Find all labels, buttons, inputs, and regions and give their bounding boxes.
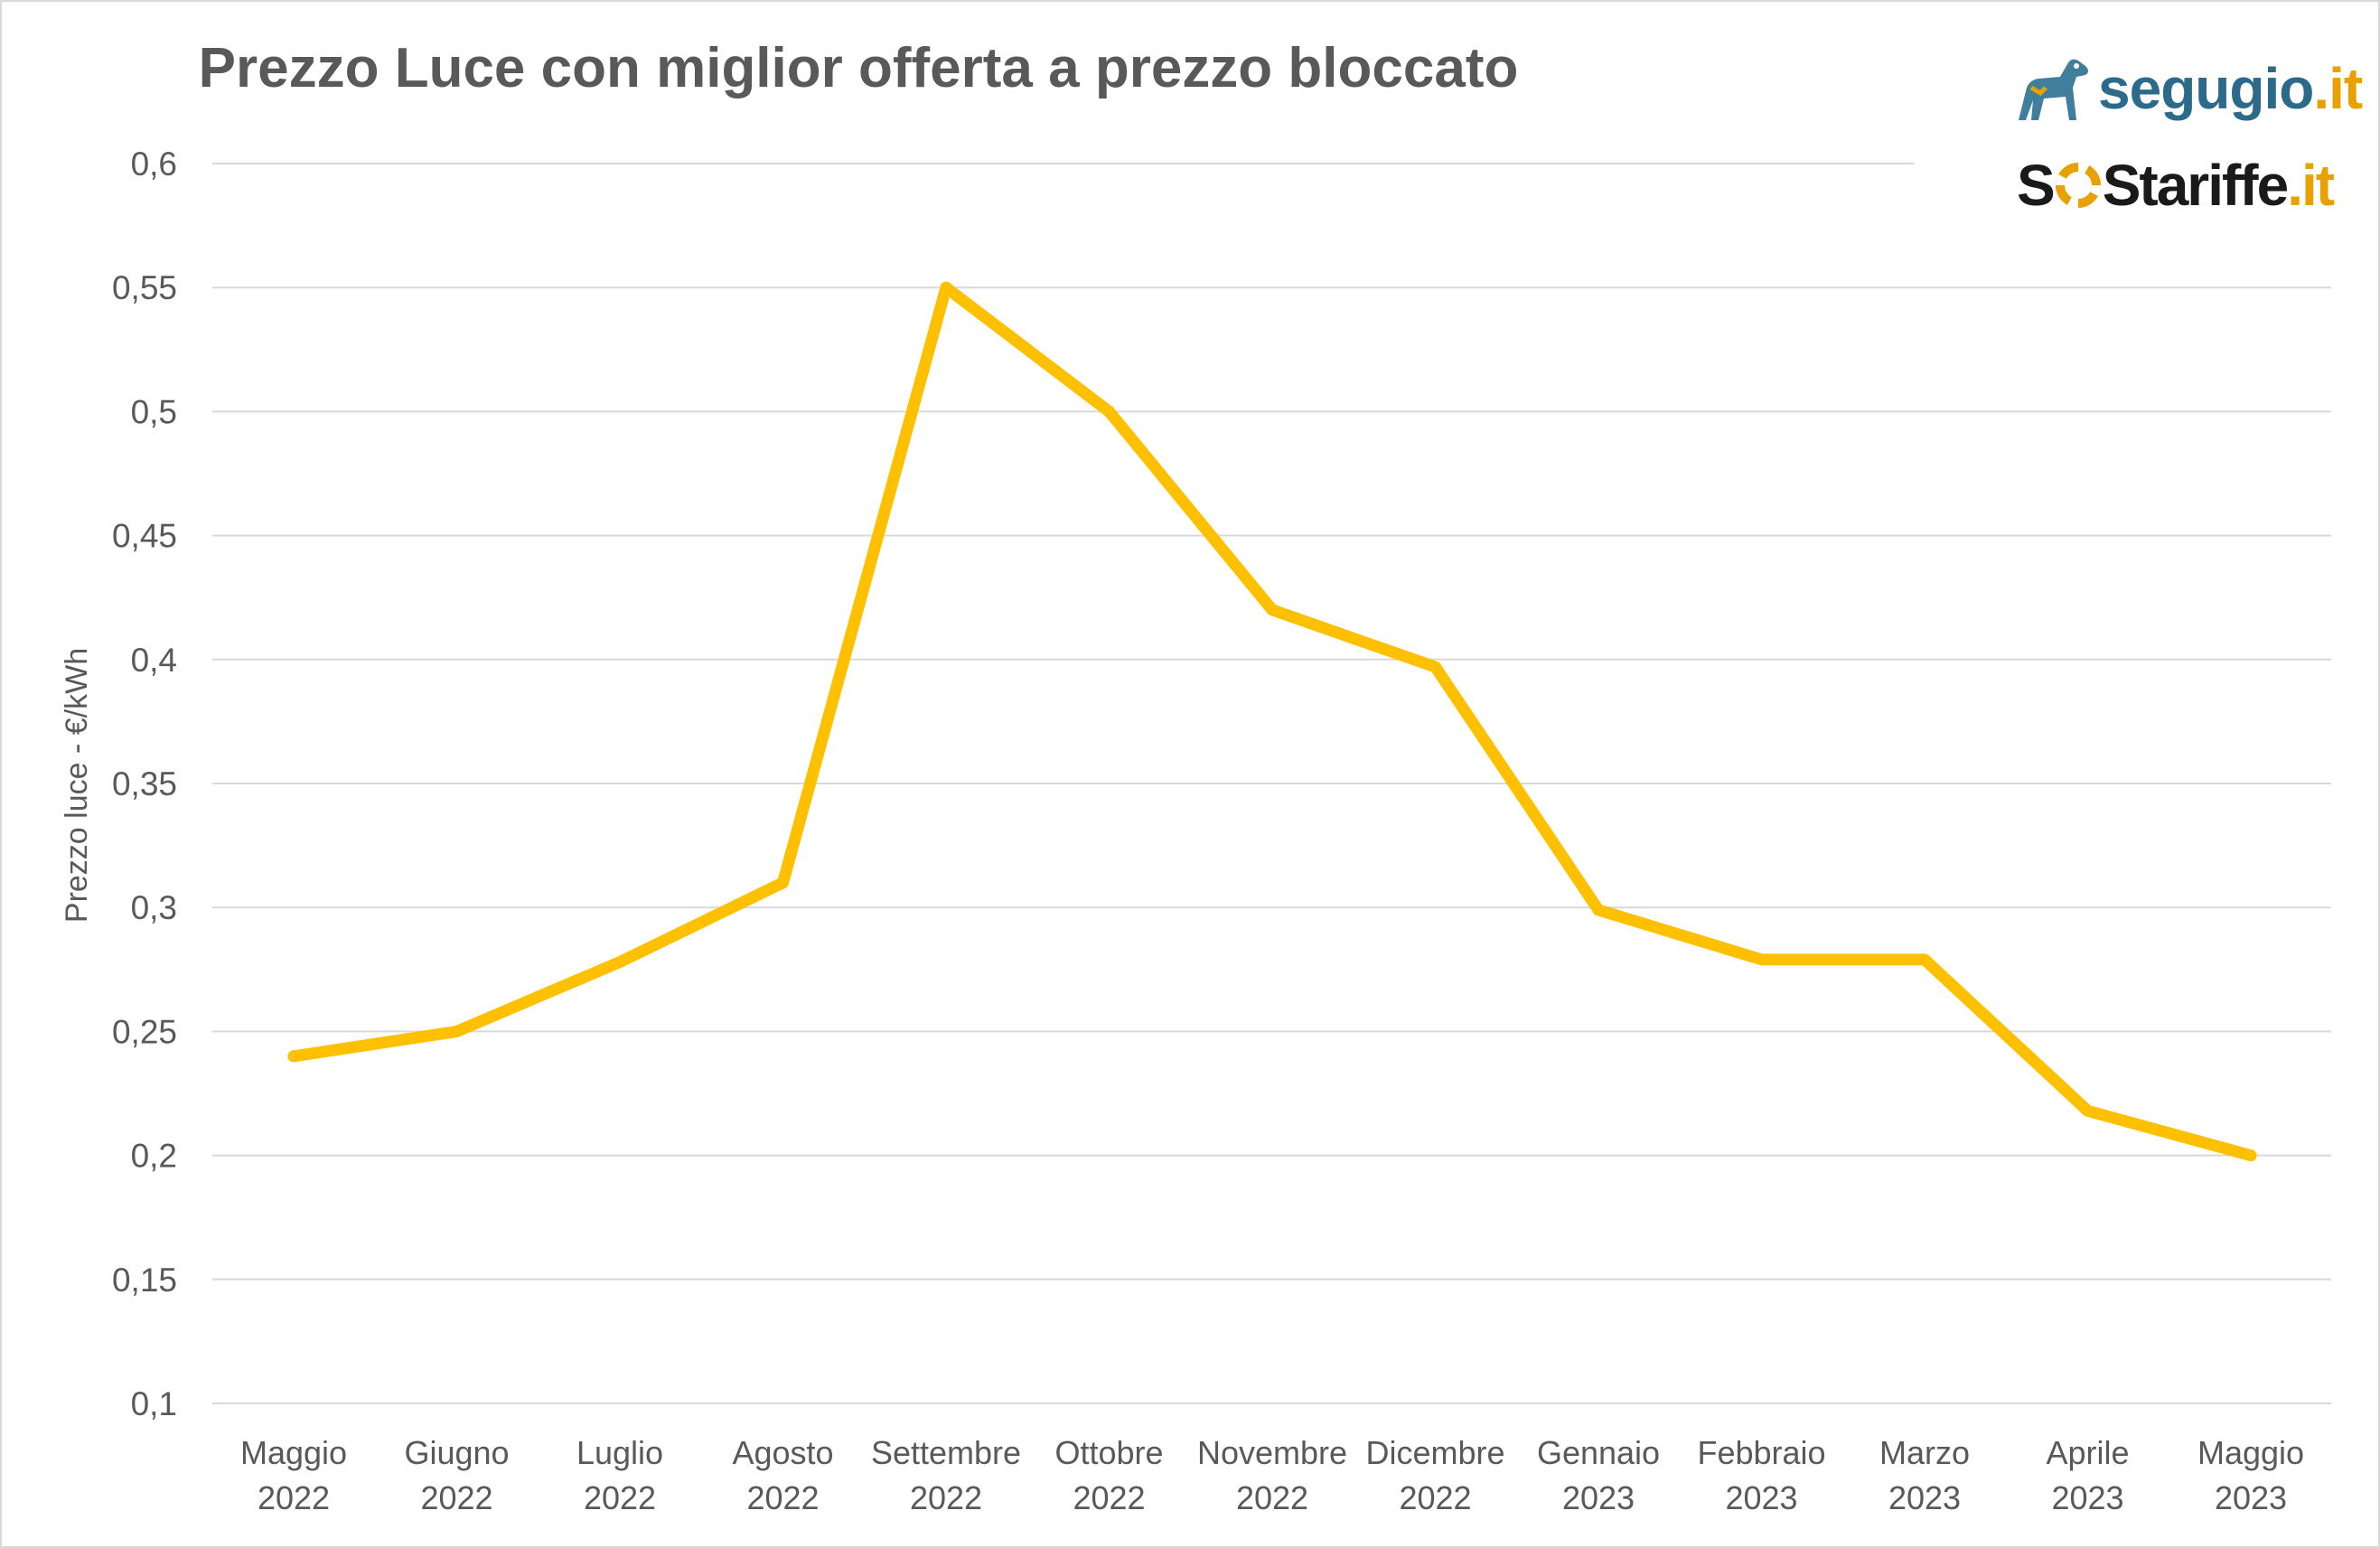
y-axis-label: Prezzo luce - €/kWh: [60, 648, 94, 923]
sostariffe-logo-name: Stariffe: [2102, 153, 2289, 218]
y-tick-label: 0,4: [131, 642, 177, 679]
series-layer: [287, 281, 2257, 1162]
x-tick-label: Agosto 2022: [732, 1434, 833, 1516]
y-tick-label: 0,2: [131, 1138, 177, 1175]
data-point: [451, 1025, 463, 1037]
x-tick-label: Febbraio 2023: [1697, 1434, 1825, 1516]
data-point: [614, 956, 626, 969]
sostariffe-logo-s: S: [2017, 153, 2056, 218]
x-tick-label: Aprile 2023: [2046, 1434, 2129, 1516]
y-axis-ticks: 0,1 0,15 0,2 0,25 0,3 0,35 0,4 0,45 0,5 0,55 0,6: [112, 145, 177, 1422]
y-tick-label: 0,55: [112, 269, 177, 306]
x-tick-label: Maggio 2023: [2197, 1434, 2304, 1516]
x-tick-label: Settembre 2022: [871, 1434, 1021, 1516]
y-tick-label: 0,25: [112, 1013, 177, 1050]
x-axis-ticks: Maggio 2022 Giugno 2022 Luglio 2022 Agosto 2022…: [240, 1434, 2304, 1516]
segugio-logo-tld: .it: [2313, 56, 2363, 121]
lifebuoy-icon: [2055, 163, 2101, 208]
y-tick-label: 0,5: [131, 393, 177, 430]
y-tick-label: 0,1: [131, 1385, 177, 1422]
x-tick-label: Gennaio 2023: [1537, 1434, 1660, 1516]
sostariffe-logo: S Stariffe .it: [2017, 152, 2335, 219]
data-point: [2082, 1104, 2094, 1117]
y-tick-label: 0,6: [131, 145, 177, 183]
y-tick-label: 0,35: [112, 765, 177, 802]
y-tick-label: 0,15: [112, 1262, 177, 1299]
data-point: [1429, 661, 1441, 673]
sostariffe-logo-tld: .it: [2287, 153, 2335, 218]
segugio-logo-name: segugio: [2098, 56, 2314, 121]
y-tick-label: 0,45: [112, 518, 177, 555]
data-point: [1266, 604, 1279, 616]
series-line: [287, 281, 2257, 1162]
x-tick-label: Novembre 2022: [1197, 1434, 1347, 1516]
data-point: [940, 281, 952, 294]
data-point: [1103, 405, 1115, 417]
x-tick-label: Maggio 2022: [240, 1434, 347, 1516]
x-tick-label: Marzo 2023: [1879, 1434, 1970, 1516]
x-tick-label: Giugno 2022: [404, 1434, 509, 1516]
data-point: [287, 1050, 300, 1063]
chart-title: Prezzo Luce con miglior offerta a prezzo…: [198, 37, 1519, 99]
data-point: [2244, 1149, 2257, 1162]
x-tick-label: Ottobre 2022: [1054, 1434, 1163, 1516]
data-point: [1756, 953, 1767, 966]
y-tick-label: 0,3: [131, 889, 177, 926]
dog-icon: [2019, 59, 2088, 120]
data-point: [777, 877, 789, 889]
data-point: [1918, 953, 1931, 966]
x-tick-label: Dicembre 2022: [1365, 1434, 1504, 1516]
gridlines: [212, 163, 2331, 1404]
x-tick-label: Luglio 2022: [576, 1434, 663, 1516]
segugio-logo: segugio.it: [2013, 43, 2363, 134]
data-point: [1592, 904, 1605, 916]
